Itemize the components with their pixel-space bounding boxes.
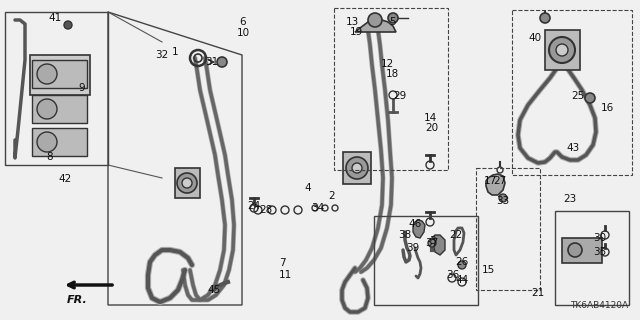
Bar [374, 216, 478, 305]
Circle shape [568, 243, 582, 257]
Bar [555, 211, 629, 305]
Circle shape [458, 261, 466, 269]
Text: 19: 19 [349, 27, 363, 37]
Text: 25: 25 [572, 91, 584, 101]
Text: 37: 37 [426, 238, 438, 248]
Bar [175, 168, 200, 198]
Text: 11: 11 [278, 270, 292, 280]
Text: 22: 22 [449, 230, 463, 240]
Text: 31: 31 [205, 57, 219, 67]
Circle shape [217, 57, 227, 67]
Circle shape [540, 13, 550, 23]
Circle shape [556, 44, 568, 56]
Text: 1: 1 [172, 47, 179, 57]
Text: 40: 40 [529, 33, 541, 43]
Bar [476, 168, 540, 290]
Bar [545, 30, 580, 70]
Circle shape [182, 178, 192, 188]
Text: 43: 43 [566, 143, 580, 153]
Circle shape [549, 37, 575, 63]
Polygon shape [413, 220, 425, 238]
Text: 29: 29 [394, 91, 406, 101]
Text: 38: 38 [398, 230, 412, 240]
Text: 27: 27 [493, 176, 507, 186]
Text: 6: 6 [240, 17, 246, 27]
Circle shape [352, 163, 362, 173]
Circle shape [37, 99, 57, 119]
Circle shape [388, 13, 398, 23]
Circle shape [177, 173, 197, 193]
Text: 9: 9 [79, 83, 85, 93]
Text: 33: 33 [497, 196, 509, 206]
Text: 35: 35 [593, 247, 607, 257]
Text: 18: 18 [385, 69, 399, 79]
Text: 16: 16 [600, 103, 614, 113]
Text: 12: 12 [380, 59, 394, 69]
Text: 10: 10 [236, 28, 250, 38]
Text: 3: 3 [429, 236, 435, 246]
Circle shape [499, 194, 507, 202]
Circle shape [428, 239, 436, 247]
Text: 15: 15 [481, 265, 495, 275]
Bar [30, 55, 90, 95]
Circle shape [346, 157, 368, 179]
Polygon shape [486, 174, 505, 195]
Text: 4: 4 [305, 183, 311, 193]
Circle shape [368, 13, 382, 27]
Text: 32: 32 [156, 50, 168, 60]
Text: 13: 13 [346, 17, 358, 27]
Text: 2: 2 [329, 191, 335, 201]
Text: 8: 8 [47, 152, 53, 162]
Bar [334, 8, 448, 170]
Text: 44: 44 [456, 275, 468, 285]
Bar [32, 60, 87, 88]
Text: 36: 36 [446, 270, 460, 280]
Text: 24: 24 [248, 201, 260, 211]
Text: 23: 23 [563, 194, 577, 204]
Text: 7: 7 [278, 258, 285, 268]
Bar [512, 10, 632, 175]
Text: FR.: FR. [67, 295, 88, 305]
Circle shape [37, 132, 57, 152]
Text: 46: 46 [408, 219, 422, 229]
Text: 41: 41 [49, 13, 61, 23]
Polygon shape [432, 235, 445, 255]
Text: 30: 30 [593, 233, 607, 243]
Polygon shape [355, 20, 396, 32]
Text: 21: 21 [531, 288, 545, 298]
Bar [5, 12, 108, 165]
Circle shape [64, 21, 72, 29]
Text: 14: 14 [424, 113, 436, 123]
Circle shape [37, 64, 57, 84]
Text: 39: 39 [406, 243, 420, 253]
Bar [32, 128, 87, 156]
Text: 28: 28 [259, 205, 273, 215]
Text: TK6AB4120A: TK6AB4120A [570, 301, 628, 310]
Text: 34: 34 [312, 203, 324, 213]
Text: 20: 20 [426, 123, 438, 133]
Circle shape [585, 93, 595, 103]
Text: 26: 26 [456, 257, 468, 267]
Bar [562, 238, 602, 263]
Text: 5: 5 [390, 17, 396, 27]
Bar [32, 95, 87, 123]
Text: 17: 17 [483, 176, 497, 186]
Bar [343, 152, 371, 184]
Text: 45: 45 [207, 285, 221, 295]
Text: 42: 42 [58, 174, 72, 184]
